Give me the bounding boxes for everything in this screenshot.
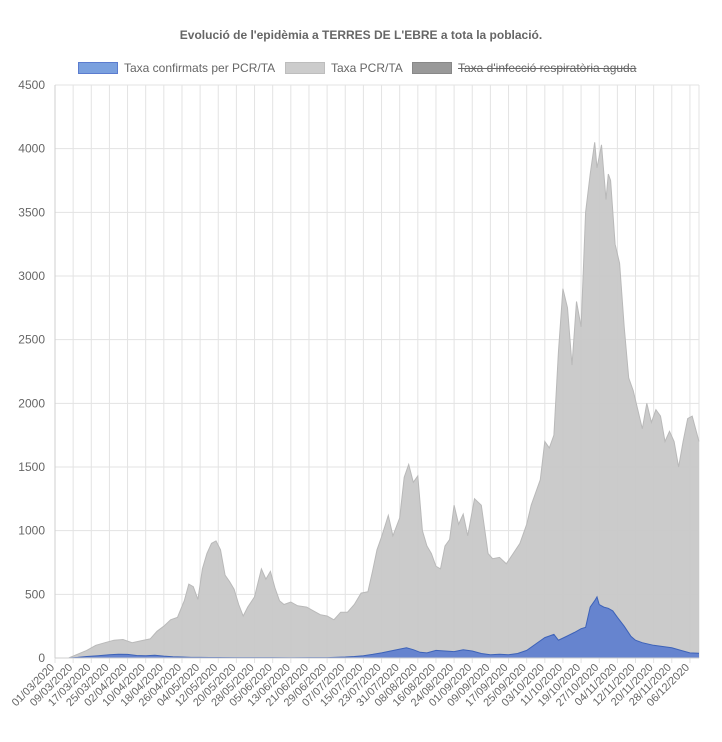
y-tick-label: 500 [25, 587, 45, 601]
legend-item-ira[interactable]: Taxa d'infecció respiratòria aguda [412, 61, 636, 75]
y-tick-label: 4000 [18, 142, 45, 156]
legend-label-pcr: Taxa PCR/TA [331, 61, 403, 75]
legend-swatch-confirmats [78, 62, 118, 74]
y-tick-label: 3000 [18, 269, 45, 283]
chart-title: Evolució de l'epidèmia a TERRES DE L'EBR… [179, 28, 543, 42]
y-tick-label: 0 [38, 651, 45, 665]
series-line-1 [55, 142, 700, 659]
legend-label-confirmats: Taxa confirmats per PCR/TA [124, 61, 276, 75]
y-tick-label: 2500 [18, 333, 45, 347]
y-tick-label: 1500 [18, 460, 45, 474]
legend-item-confirmats[interactable]: Taxa confirmats per PCR/TA [78, 61, 275, 75]
y-tick-label: 1000 [18, 524, 45, 538]
series-line-0 [55, 595, 700, 659]
legend-swatch-ira [412, 62, 452, 74]
legend-item-pcr[interactable]: Taxa PCR/TA [285, 61, 403, 75]
legend-label-ira: Taxa d'infecció respiratòria aguda [458, 61, 637, 75]
y-tick-label: 3500 [18, 205, 45, 219]
y-tick-label: 4500 [18, 78, 45, 92]
series-area-1 [55, 142, 699, 659]
legend-swatch-pcr [285, 62, 325, 74]
y-tick-label: 2000 [18, 396, 45, 410]
